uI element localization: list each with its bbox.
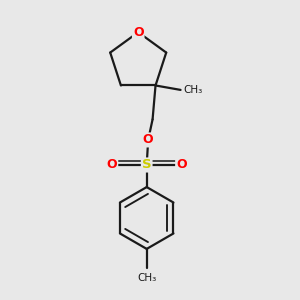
- Text: O: O: [133, 26, 143, 39]
- Text: CH₃: CH₃: [183, 85, 202, 95]
- Text: CH₃: CH₃: [137, 273, 156, 283]
- Text: S: S: [142, 158, 152, 172]
- Text: O: O: [106, 158, 117, 172]
- Text: O: O: [176, 158, 187, 172]
- Text: O: O: [143, 134, 154, 146]
